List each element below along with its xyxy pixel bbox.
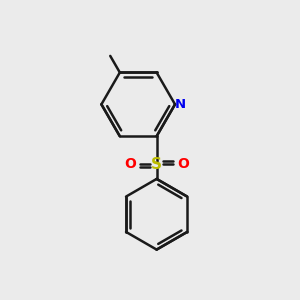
Text: O: O [124,157,136,171]
Text: N: N [175,98,186,111]
Text: O: O [178,157,189,171]
Text: S: S [151,157,162,172]
